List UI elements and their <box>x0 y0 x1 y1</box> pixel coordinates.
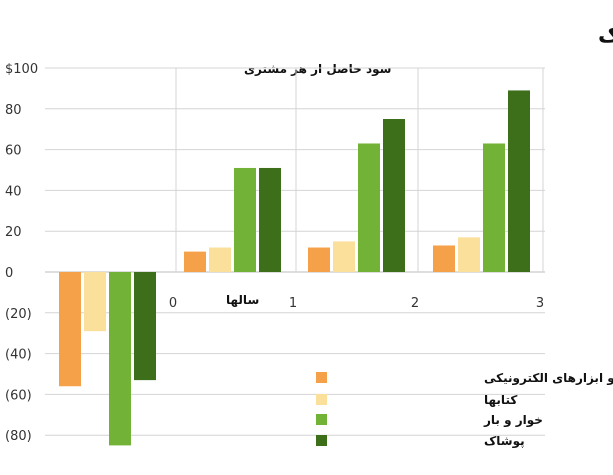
legend-swatch <box>316 394 327 405</box>
y-tick-label: (60) <box>5 388 32 403</box>
x-tick-label: 1 <box>289 296 297 311</box>
legend: لوازم و ابزارهای الکترونیکی کتابها خوار و … <box>316 371 613 449</box>
x-axis-label: سالها <box>226 293 259 307</box>
bars <box>59 90 530 446</box>
chart-title: شرایط اقتصادی چرخه حیات مشتری در تجارت ا… <box>598 23 613 48</box>
x-tick-label: 3 <box>536 296 544 311</box>
legend-label: خوار و بار <box>483 413 543 428</box>
x-tick-label: 2 <box>411 296 419 311</box>
y-tick-label: 60 <box>5 144 22 159</box>
legend-label: کتابها <box>484 393 517 407</box>
bar <box>483 143 505 272</box>
y-tick-label: 20 <box>5 225 22 240</box>
bar <box>433 245 455 272</box>
y-axis-label: سود حاصل از هر مشتری <box>244 62 391 77</box>
legend-swatch <box>316 435 327 446</box>
y-ticks: $100 80 60 40 20 0 (20) (40) (60) (80) <box>5 62 38 444</box>
bar <box>184 251 206 272</box>
y-tick-label: 0 <box>5 266 13 281</box>
legend-swatch <box>316 372 327 383</box>
bar <box>84 272 106 332</box>
y-tick-label: (20) <box>5 307 32 322</box>
bar <box>259 167 281 272</box>
bar <box>508 90 530 272</box>
y-tick-label: 40 <box>5 184 22 199</box>
legend-swatch <box>316 414 327 425</box>
y-tick-label: 80 <box>5 103 22 118</box>
y-tick-label: $100 <box>5 62 38 77</box>
x-ticks: 0 1 2 3 <box>169 296 544 311</box>
bar <box>308 247 330 272</box>
x-tick-label: 0 <box>169 296 177 311</box>
bar <box>59 272 81 387</box>
legend-label: لوازم و ابزارهای الکترونیکی <box>484 371 613 386</box>
y-tick-label: (40) <box>5 348 32 363</box>
bar <box>234 167 256 272</box>
bar <box>383 119 405 272</box>
bar <box>209 247 231 272</box>
bar <box>333 241 355 272</box>
bar <box>109 272 131 446</box>
bar <box>358 143 380 272</box>
bar <box>458 237 480 272</box>
bar <box>134 272 156 381</box>
y-tick-label: (80) <box>5 429 32 444</box>
legend-label: پوشاک <box>484 434 525 449</box>
